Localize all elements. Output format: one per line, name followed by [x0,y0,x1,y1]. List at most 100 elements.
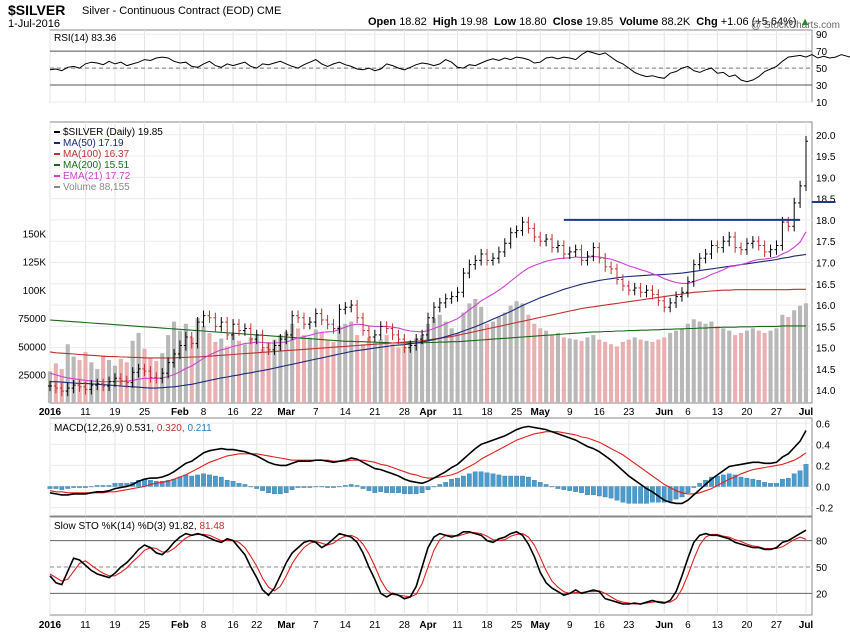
macd-histogram-bar [602,486,608,498]
macd-histogram-bar [573,486,578,492]
stochastic-legend: Slow STO %K(14) %D(3) 91.82, 81.48 [54,521,225,532]
instrument-name: Silver - Continuous Contract (EOD) CME [82,5,281,17]
volume-bar [538,328,543,403]
price-bar [508,227,513,249]
volume-bar [284,331,289,403]
instrument-description: Silver - Continuous Contract (EOD) [82,5,254,17]
stockcharts-logo[interactable]: @ StockCharts.com [750,20,840,31]
volume-bar [355,335,360,403]
x-axis-label-bottom: Feb [171,620,189,631]
x-axis-label-bottom: 7 [313,620,319,631]
volume-value: 88.2K [661,16,691,28]
volume-bar [195,318,200,403]
stochastic-legend-part: 81.48 [199,521,224,532]
price-bar [514,225,519,238]
price-bar [804,136,808,191]
macd-histogram-bar [189,475,195,487]
macd-histogram-bar [531,480,537,487]
quote-date: 1-Jul-2016 [8,18,60,30]
macd-tick-label: -0.2 [816,504,834,515]
volume-bar [526,314,531,403]
volume-bar [756,330,761,403]
high-label: High [432,16,458,28]
ticker-symbol: $SILVER [8,2,66,18]
ma200-line [49,319,806,344]
x-axis-label-bottom: 2016 [39,620,62,631]
price-tick-label: 19.5 [816,152,836,163]
macd-histogram-bar [301,486,307,488]
macd-histogram-bar [484,472,490,487]
volume-bar [272,339,277,403]
volume-bar [561,337,566,403]
macd-histogram-bar [567,486,573,491]
macd-histogram-bar [207,474,212,487]
macd-histogram-bar [331,486,336,488]
macd-histogram-bar [425,486,431,490]
volume-bar [384,335,389,403]
macd-histogram-bar [384,486,389,493]
price-tick-label: 16.5 [816,280,836,291]
macd-histogram-bar [360,486,366,489]
price-bar [662,295,667,313]
macd-histogram-bar [520,475,525,487]
volume-bar [207,332,212,403]
rsi-tick-label: 70 [816,47,828,58]
macd-tick-label: 0.0 [816,482,830,493]
price-bar [750,236,755,249]
volume-bar [774,328,779,403]
stochastic-tick-label: 20 [816,589,828,600]
up-arrow-icon: ▲ [799,16,811,28]
price-bar [242,323,247,336]
close-label: Close [552,16,583,28]
price-bar [48,380,52,392]
x-axis-label-bottom: 16 [228,620,240,631]
volume-bar [614,346,619,403]
price-bar [366,325,371,343]
macd-histogram-bar [396,486,401,493]
macd-histogram-bar [744,477,750,487]
macd-histogram-bar [803,464,809,487]
macd-histogram-bar [502,475,508,487]
stochastic-tick-label: 50 [816,563,828,574]
volume-bar [213,341,218,403]
price-bar [112,373,117,387]
macd-histogram-bar [354,485,360,487]
price-bar [709,240,714,260]
stochastic-legend-part: Slow STO %K(14) %D(3) [54,521,169,532]
price-bar [124,375,129,388]
price-legend-entry: MA(100) 16.37 [63,149,130,160]
price-bar [107,376,112,392]
macd-histogram-bar [53,486,59,489]
price-bar [183,331,188,351]
high-value: 19.98 [460,16,488,28]
low-label: Low [494,16,517,28]
open-value: 18.82 [399,16,427,28]
x-axis-label-bottom: 19 [109,620,121,631]
volume-bar [762,332,767,403]
price-bar [526,216,531,234]
x-axis-label-bottom: 20 [741,620,753,631]
macd-legend-part: 0.531, [126,423,157,434]
price-bar [490,253,495,266]
price-bar [307,317,312,330]
macd-histogram-bar [165,480,171,487]
volume-bar [626,339,631,403]
volume-bar [343,323,348,403]
volume-bar [372,341,377,403]
macd-histogram-bar [289,486,295,490]
price-bar [231,319,236,340]
volume-bar [721,328,726,403]
volume-bar [603,341,608,403]
volume-bar [337,326,342,403]
volume-bar [532,323,537,403]
x-axis-label-bottom: 21 [369,620,381,631]
price-bar [160,368,165,384]
volume-bar [780,314,785,403]
price-bar [762,240,767,257]
macd-histogram-bar [691,486,697,488]
macd-histogram-bar [738,476,744,487]
price-tick-label: 14.0 [816,386,836,397]
price-bar [721,236,726,253]
macd-histogram-bar [596,486,602,497]
